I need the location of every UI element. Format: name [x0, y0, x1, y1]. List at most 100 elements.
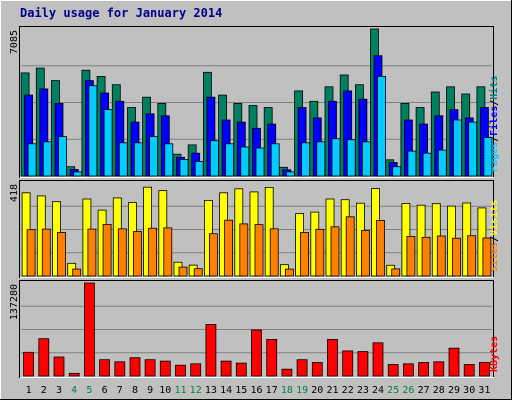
kbytes-panel-bar-kbytes-23: [357, 351, 369, 377]
kbytes-panel-bar-kbytes-16: [251, 329, 262, 377]
hits-panel-legend-entry: Pages: [489, 142, 500, 172]
hits-panel-bar-pages-18: [285, 171, 295, 177]
x-tick-label-14: 14: [220, 385, 232, 396]
kbytes-panel-bar-kbytes-12: [190, 363, 202, 377]
kbytes-panel-bar-kbytes-26: [402, 363, 414, 377]
hits-panel-bar-pages-10: [164, 143, 174, 177]
hits-panel-bar-pages-29: [453, 119, 462, 177]
x-tick-label-31: 31: [478, 385, 490, 396]
hits-panel-bar-pages-13: [209, 140, 219, 177]
kbytes-panel-bar-kbytes-15: [235, 362, 247, 377]
hits-panel-legend-entry: /: [489, 136, 500, 142]
visits-panel-bar-sites-9: [148, 227, 158, 277]
kbytes-panel-bar-kbytes-24: [372, 342, 384, 377]
visits-panel-bar-sites-24: [376, 219, 385, 277]
hits-panel-bar-pages-4: [73, 171, 83, 177]
kbytes-panel-legend: KBytes: [489, 336, 500, 372]
hits-panel-bar-pages-3: [58, 136, 67, 177]
visits-panel-bar-sites-26: [406, 235, 416, 277]
visits-panel-bar-sites-12: [193, 268, 203, 277]
visits-panel-bar-sites-1: [26, 229, 36, 277]
kbytes-panel-bar-kbytes-5: [84, 282, 95, 377]
kbytes-panel-bar-kbytes-20: [311, 362, 323, 377]
kbytes-panel-bar-kbytes-28: [433, 361, 445, 377]
kbytes-panel-bar-kbytes-31: [478, 362, 490, 377]
kbytes-panel-bar-kbytes-13: [205, 324, 217, 377]
hits-panel-bar-pages-22: [346, 139, 356, 177]
visits-panel-bar-sites-11: [178, 266, 188, 277]
hits-panel-bar-pages-27: [422, 152, 432, 177]
kbytes-panel-bar-kbytes-27: [418, 362, 430, 377]
x-tick-label-2: 2: [41, 385, 47, 396]
kbytes-panel-bar-kbytes-22: [342, 350, 354, 377]
hits-panel-bar-pages-5: [88, 85, 98, 177]
hits-panel-bar-pages-8: [134, 142, 143, 177]
hits-panel-bar-pages-24: [377, 76, 386, 177]
x-tick-label-3: 3: [56, 385, 62, 396]
visits-panel-bar-sites-17: [269, 228, 279, 277]
hits-panel-bar-pages-11: [179, 158, 189, 177]
x-tick-label-19: 19: [296, 385, 308, 396]
hits-panel-bar-pages-21: [331, 138, 341, 177]
visits-panel-legend-entry: /: [489, 236, 500, 242]
kbytes-panel-bar-kbytes-6: [99, 359, 110, 377]
kbytes-panel-bar-kbytes-4: [68, 372, 80, 377]
hits-panel-bar-pages-26: [407, 150, 417, 177]
hits-panel-bar-pages-28: [437, 149, 447, 177]
visits-panel-legend-entry: Visits: [488, 200, 500, 236]
hits-panel-bar-pages-30: [468, 121, 478, 177]
visits-panel-bar-sites-21: [330, 226, 340, 277]
kbytes-panel-bar-kbytes-10: [159, 360, 171, 377]
hits-panel-bar-pages-16: [255, 147, 265, 177]
kbytes-panel-bar-kbytes-14: [220, 360, 232, 377]
visits-panel-bar-sites-27: [421, 236, 431, 277]
visits-panel-bar-sites-20: [315, 228, 325, 277]
kbytes-panel-bar-kbytes-21: [327, 338, 338, 377]
hits-panel-bar-pages-9: [149, 136, 159, 177]
kbytes-panel-bar-kbytes-29: [448, 347, 460, 377]
x-tick-label-22: 22: [342, 385, 354, 396]
x-tick-label-5: 5: [86, 385, 92, 396]
x-tick-label-30: 30: [463, 385, 475, 396]
x-tick-label-10: 10: [159, 385, 171, 396]
x-tick-label-4: 4: [71, 385, 77, 396]
x-tick-label-18: 18: [281, 385, 293, 396]
visits-panel-bar-sites-13: [208, 233, 218, 277]
hits-panel-legend-entry: Files: [488, 106, 500, 136]
kbytes-panel-bar-kbytes-19: [296, 359, 308, 377]
x-tick-label-11: 11: [174, 385, 186, 396]
x-tick-label-13: 13: [205, 385, 217, 396]
hits-panel-bar-pages-23: [361, 141, 371, 177]
visits-panel-bar-sites-15: [239, 223, 249, 277]
kbytes-panel-legend-entry: KBytes: [489, 336, 500, 372]
x-tick-label-28: 28: [433, 385, 445, 396]
kbytes-panel-bar-kbytes-3: [53, 356, 65, 377]
visits-panel-bar-sites-7: [117, 228, 127, 277]
x-tick-label-7: 7: [117, 385, 123, 396]
x-tick-label-9: 9: [147, 385, 153, 396]
kbytes-panel-ymax-label: 137280: [9, 284, 20, 320]
kbytes-panel-bar-kbytes-18: [281, 368, 293, 377]
hits-panel-bar-pages-20: [316, 141, 326, 177]
visits-panel-bar-sites-8: [133, 231, 142, 277]
hits-panel-legend: Pages/Files/Hits: [488, 76, 500, 172]
hits-panel-bar-pages-14: [225, 143, 235, 177]
hits-panel-bar-pages-2: [42, 141, 52, 177]
visits-panel-bar-sites-22: [345, 216, 355, 277]
hits-panel-bar-pages-17: [270, 143, 280, 177]
visits-panel-bar-sites-3: [57, 231, 66, 277]
visits-panel-bar-sites-19: [300, 231, 310, 277]
hits-panel-bar-pages-12: [194, 161, 204, 177]
hits-panel-bar-pages-25: [392, 166, 402, 177]
x-tick-label-27: 27: [418, 385, 430, 396]
visits-panel-bar-sites-29: [452, 237, 461, 277]
hits-panel-bar-pages-19: [301, 142, 311, 177]
visits-panel-ymax-label: 418: [9, 184, 20, 202]
visits-panel-bar-sites-6: [102, 223, 112, 277]
x-tick-label-29: 29: [448, 385, 460, 396]
kbytes-panel-bar-kbytes-25: [387, 364, 399, 377]
chart-title: Daily usage for January 2014: [20, 6, 223, 20]
x-tick-label-25: 25: [387, 385, 399, 396]
